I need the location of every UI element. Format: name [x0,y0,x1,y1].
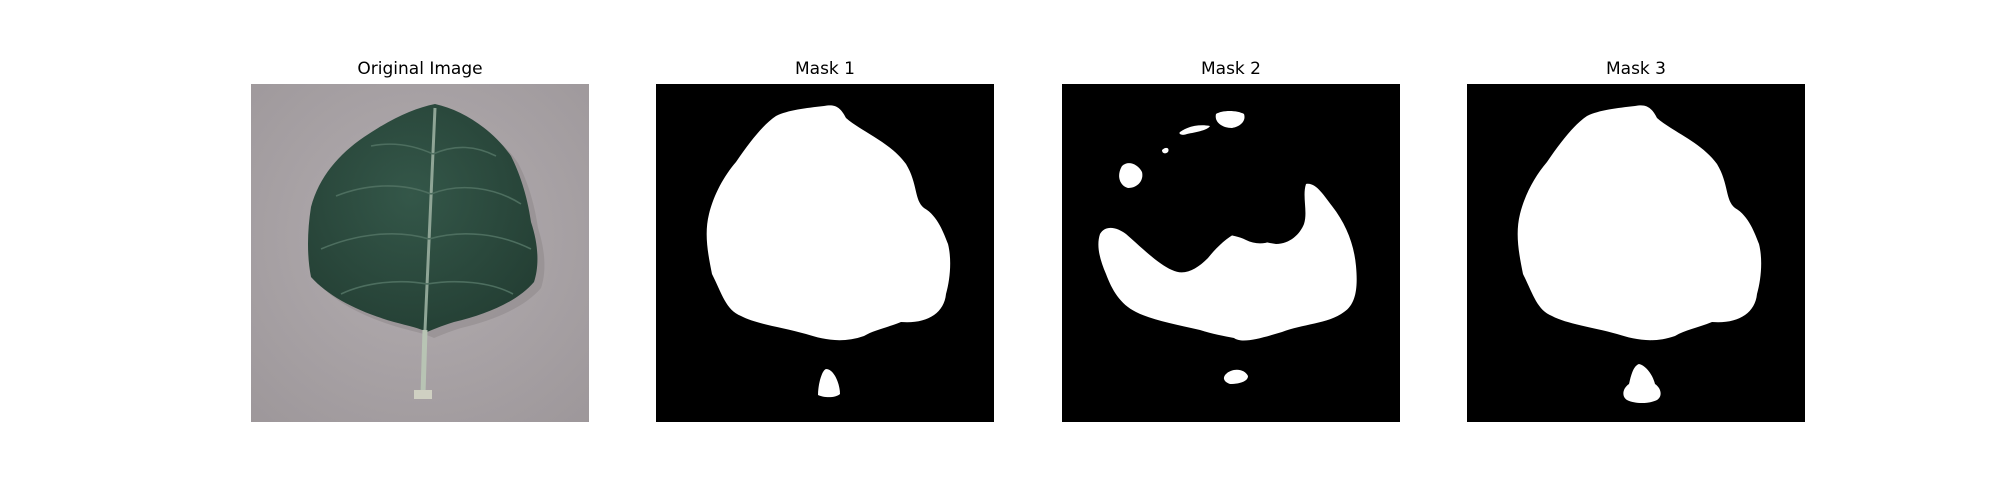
panel-title: Mask 1 [794,59,855,79]
original-image [251,84,589,422]
segmentation-mask-icon [1467,84,1805,422]
mask-1-image [656,84,994,422]
mask-3-image [1467,84,1805,422]
segmentation-mask-icon [656,84,994,422]
leaf-photo-icon [251,84,589,422]
mask-2-image [1062,84,1400,422]
segmentation-mask-icon [1062,84,1400,422]
panel-title: Mask 2 [1200,59,1261,79]
panel-title: Original Image [357,59,483,79]
panel-title: Mask 3 [1605,59,1666,79]
